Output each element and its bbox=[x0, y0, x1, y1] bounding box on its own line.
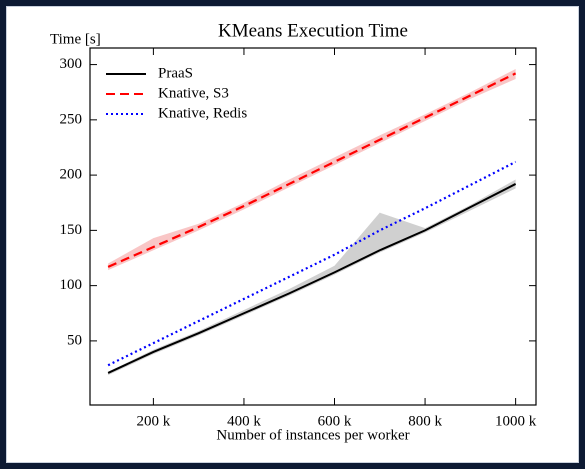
legend-label: Knative, S3 bbox=[158, 85, 229, 101]
x-axis-label: Number of instances per worker bbox=[216, 427, 409, 443]
error-band bbox=[108, 69, 516, 271]
series-line bbox=[107, 72, 517, 268]
x-tick-label: 800 k bbox=[408, 413, 442, 429]
x-tick-label: 1000 k bbox=[495, 413, 537, 429]
y-tick-label: 150 bbox=[60, 222, 83, 238]
legend-label: Knative, Redis bbox=[158, 105, 247, 121]
legend-label: PraaS bbox=[158, 65, 193, 81]
error-band bbox=[108, 179, 516, 376]
y-tick-label: 300 bbox=[60, 56, 83, 72]
plot-frame bbox=[89, 47, 537, 406]
y-tick-label: 200 bbox=[60, 167, 83, 183]
x-tick-label: 600 k bbox=[318, 413, 352, 429]
y-tick-label: 250 bbox=[60, 111, 83, 127]
x-tick-label: 200 k bbox=[137, 413, 171, 429]
series-line bbox=[107, 183, 517, 374]
y-axis-label: Time [s] bbox=[50, 31, 101, 47]
frame bbox=[6, 6, 579, 463]
y-tick-label: 100 bbox=[60, 277, 83, 293]
series-line bbox=[107, 160, 517, 367]
chart-title: KMeans Execution Time bbox=[218, 20, 408, 41]
x-tick-label: 400 k bbox=[227, 413, 261, 429]
y-tick-label: 50 bbox=[67, 332, 82, 348]
